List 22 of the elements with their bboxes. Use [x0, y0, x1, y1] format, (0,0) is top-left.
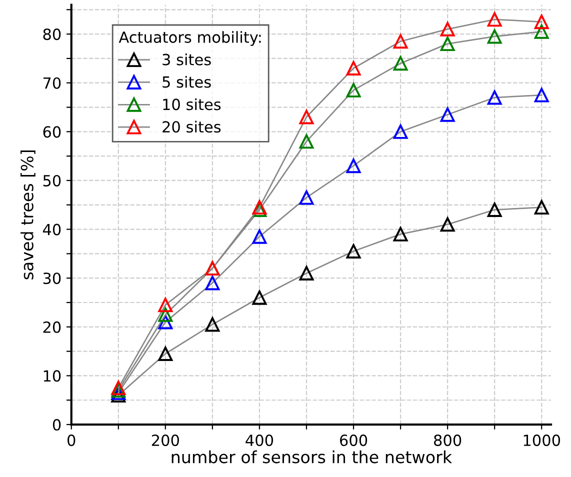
legend-label: 5 sites: [162, 76, 211, 88]
y-tick-label: 30: [43, 272, 61, 284]
y-tick-label: 40: [42, 224, 61, 236]
x-tick-label: 400: [246, 434, 274, 446]
y-tick-label: 0: [52, 418, 61, 431]
legend-label: 20 sites: [162, 120, 221, 133]
y-tick-label: 80: [43, 28, 61, 40]
x-tick-label: 600: [340, 434, 368, 446]
y-tick-label: 20: [43, 321, 61, 333]
y-tick-label: 10: [44, 370, 61, 382]
legend-title: Actuators mobility:: [118, 31, 261, 46]
y-tick-label: 60: [43, 126, 61, 138]
x-tick-label: 200: [152, 434, 179, 446]
y-tick-label: 70: [43, 77, 61, 89]
legend-label: 3 sites: [162, 54, 211, 66]
x-tick-label: 1000: [524, 434, 560, 446]
y-axis-title: saved trees [%]: [20, 150, 36, 280]
x-tick-label: 800: [434, 434, 462, 446]
y-tick-label: 50: [43, 174, 61, 187]
x-tick-label: 0: [68, 434, 76, 446]
x-axis-title: number of sensors in the network: [172, 450, 452, 464]
legend-label: 10 sites: [163, 98, 221, 110]
